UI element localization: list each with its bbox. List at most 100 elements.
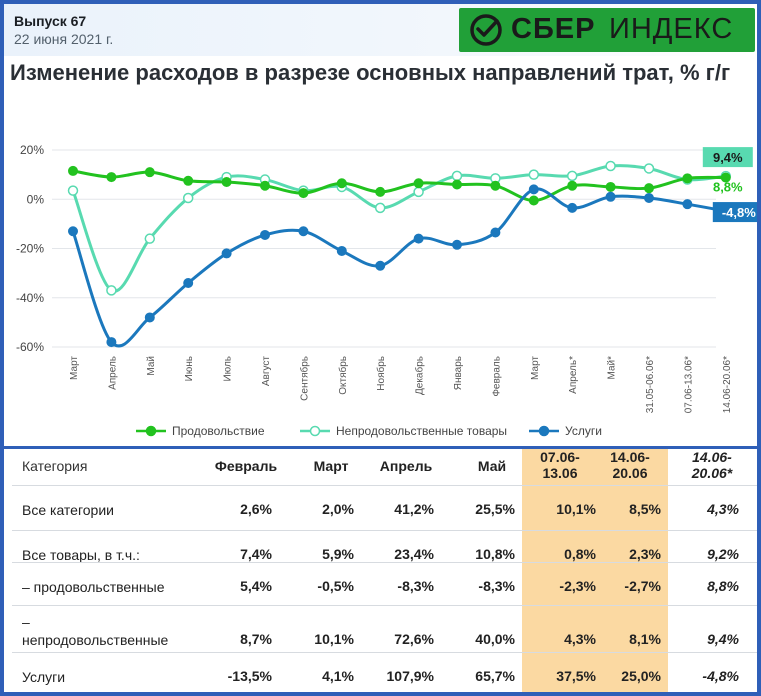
- table-cell: -2,3%: [559, 578, 596, 594]
- data-point: [260, 180, 270, 191]
- chart-title: Изменение расходов в разрезе основных на…: [10, 60, 731, 85]
- header-line: 13.06: [542, 465, 578, 481]
- header-cell: Февраль: [196, 458, 296, 474]
- header-line: 14.06-: [692, 449, 732, 465]
- logo-text-bold: СБЕР: [511, 13, 596, 45]
- row-label-line: – продовольственные: [22, 579, 165, 595]
- x-tick-label: Ноябрь: [375, 356, 387, 391]
- data-point: [298, 188, 309, 199]
- x-tick-label: Декабрь: [414, 356, 426, 395]
- row-label: Услуги: [22, 668, 65, 686]
- table-cell: 37,5%: [556, 668, 596, 684]
- x-tick-label: Апрель*: [568, 356, 579, 394]
- data-point: [221, 248, 232, 259]
- end-label: 9,4%: [713, 150, 743, 165]
- table-cell: 41,2%: [394, 501, 434, 517]
- data-point: [67, 185, 79, 196]
- x-tick-label: 14.06-20.06*: [722, 356, 733, 413]
- table-cell: 2,6%: [240, 501, 272, 517]
- header-line: 20.06: [612, 465, 648, 481]
- y-tick-label: -60%: [16, 340, 44, 354]
- line-chart: 20% 0% -20% -40% -60% Март Апрель Май Июнь Июль Ав…: [16, 143, 757, 438]
- row-label-line: Все категории: [22, 502, 114, 518]
- table-cell: -2,7%: [624, 578, 661, 594]
- header-line: Февраль: [214, 458, 278, 474]
- row-label-line: непродовольственные: [22, 632, 169, 648]
- data-point: [490, 227, 501, 238]
- data-point: [720, 172, 731, 183]
- header-cell: 07.06- 13.06: [510, 449, 610, 481]
- table-cell: 8,8%: [707, 578, 739, 594]
- table-cell: 10,8%: [475, 546, 515, 562]
- row-label: – продовольственные: [22, 578, 165, 596]
- data-point: [528, 169, 540, 180]
- end-label: 8,8%: [713, 180, 743, 195]
- x-tick-label: Март: [69, 356, 80, 380]
- legend-marker: [538, 425, 550, 437]
- header-line: 20.06*: [691, 465, 733, 481]
- data-point: [221, 177, 232, 188]
- table-cell: 5,9%: [322, 546, 354, 562]
- table-cell: 8,1%: [629, 631, 661, 647]
- data-point: [566, 170, 578, 182]
- row-divider: [12, 605, 757, 606]
- data-point: [643, 163, 655, 174]
- x-tick-label: Август: [261, 356, 272, 387]
- table-cell: 9,2%: [707, 546, 739, 562]
- table-cell: -13,5%: [227, 668, 272, 684]
- data-point: [144, 312, 155, 323]
- table-cell: 23,4%: [394, 546, 434, 562]
- header-cell: Апрель: [356, 458, 456, 474]
- issue-number: Выпуск 67: [14, 13, 87, 29]
- table-cell: 25,0%: [621, 668, 661, 684]
- table-cell: -8,3%: [397, 578, 434, 594]
- sber-index-logo: СБЕР ИНДЕКС: [459, 8, 755, 52]
- issue-date: 22 июня 2021 г.: [14, 31, 114, 47]
- data-point: [183, 175, 194, 186]
- x-tick-label: Март: [530, 356, 541, 380]
- x-tick-label: Февраль: [491, 356, 502, 397]
- data-point: [375, 186, 386, 197]
- header-cell: 14.06- 20.06: [580, 449, 680, 481]
- row-label: Все категории: [22, 501, 114, 519]
- data-point: [413, 233, 424, 244]
- x-tick-label: Май*: [607, 356, 618, 380]
- table-cell: -8,3%: [478, 578, 515, 594]
- x-tick-label: Май: [146, 356, 157, 376]
- table-cell: 2,0%: [322, 501, 354, 517]
- table-cell: 4,3%: [707, 501, 739, 517]
- y-tick-label: 20%: [20, 143, 44, 157]
- x-tick-label: 07.06-13.06*: [683, 356, 694, 413]
- table-cell: 0,8%: [564, 546, 596, 562]
- x-tick-label: Октябрь: [337, 356, 349, 395]
- data-point: [374, 202, 386, 214]
- end-label: -4,8%: [722, 205, 756, 220]
- legend-label: Услуги: [565, 424, 602, 438]
- x-tick-label: Январь: [453, 356, 464, 390]
- table-cell: 7,4%: [240, 546, 272, 562]
- header-category: Категория: [22, 458, 88, 474]
- header-bar: Выпуск 67 22 июня 2021 г. СБЕР ИНДЕКС: [4, 4, 757, 56]
- table-cell: -0,5%: [317, 578, 354, 594]
- y-tick-label: -40%: [16, 291, 44, 305]
- data-point: [106, 285, 117, 296]
- table-cell: 5,4%: [240, 578, 272, 594]
- data-point: [106, 172, 117, 183]
- y-tick-label: -20%: [16, 242, 44, 256]
- table-cell: 8,5%: [629, 501, 661, 517]
- legend-marker: [145, 425, 157, 437]
- row-label: Все товары, в т.ч.:: [22, 546, 140, 564]
- data-point: [644, 183, 654, 194]
- data-point: [182, 192, 194, 204]
- row-divider: [12, 485, 757, 486]
- data-point: [452, 239, 462, 250]
- data-point: [644, 193, 654, 204]
- table-cell: 9,4%: [707, 631, 739, 647]
- table-cell: 65,7%: [475, 668, 515, 684]
- series-line: [71, 164, 726, 293]
- table-cell: 10,1%: [314, 631, 354, 647]
- data-point: [183, 277, 194, 288]
- data-point: [567, 180, 578, 191]
- data-point: [68, 165, 78, 176]
- data-point: [413, 186, 424, 198]
